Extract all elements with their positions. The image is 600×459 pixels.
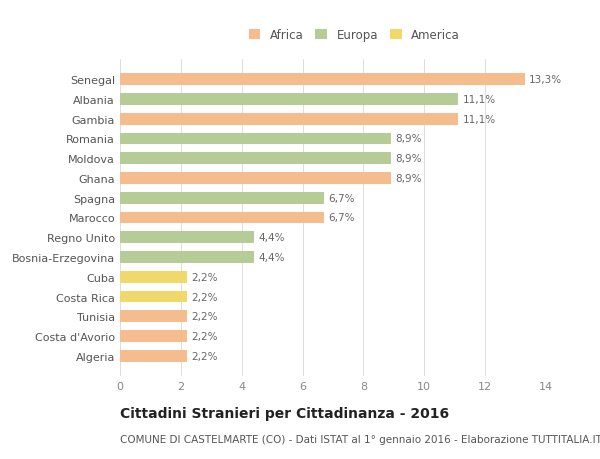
Bar xyxy=(120,94,458,106)
Text: 2,2%: 2,2% xyxy=(191,312,218,322)
Text: 4,4%: 4,4% xyxy=(259,252,285,263)
Bar xyxy=(120,330,187,342)
Text: 2,2%: 2,2% xyxy=(191,292,218,302)
Text: 6,7%: 6,7% xyxy=(328,213,355,223)
Text: 11,1%: 11,1% xyxy=(463,95,496,105)
Text: 8,9%: 8,9% xyxy=(395,134,422,144)
Bar xyxy=(120,173,391,185)
Bar xyxy=(120,74,525,86)
Text: 2,2%: 2,2% xyxy=(191,351,218,361)
Text: 2,2%: 2,2% xyxy=(191,272,218,282)
Text: 11,1%: 11,1% xyxy=(463,114,496,124)
Legend: Africa, Europa, America: Africa, Europa, America xyxy=(244,24,465,47)
Text: 8,9%: 8,9% xyxy=(395,174,422,184)
Bar xyxy=(120,291,187,303)
Bar xyxy=(120,252,254,263)
Text: 13,3%: 13,3% xyxy=(529,75,562,85)
Bar xyxy=(120,153,391,165)
Bar xyxy=(120,212,324,224)
Bar xyxy=(120,192,324,204)
Bar xyxy=(120,350,187,362)
Bar xyxy=(120,232,254,244)
Bar xyxy=(120,311,187,323)
Text: 2,2%: 2,2% xyxy=(191,331,218,341)
Bar xyxy=(120,271,187,283)
Text: 8,9%: 8,9% xyxy=(395,154,422,164)
Text: Cittadini Stranieri per Cittadinanza - 2016: Cittadini Stranieri per Cittadinanza - 2… xyxy=(120,406,449,420)
Text: COMUNE DI CASTELMARTE (CO) - Dati ISTAT al 1° gennaio 2016 - Elaborazione TUTTIT: COMUNE DI CASTELMARTE (CO) - Dati ISTAT … xyxy=(120,434,600,444)
Bar xyxy=(120,113,458,125)
Text: 4,4%: 4,4% xyxy=(259,233,285,243)
Bar xyxy=(120,133,391,145)
Text: 6,7%: 6,7% xyxy=(328,193,355,203)
